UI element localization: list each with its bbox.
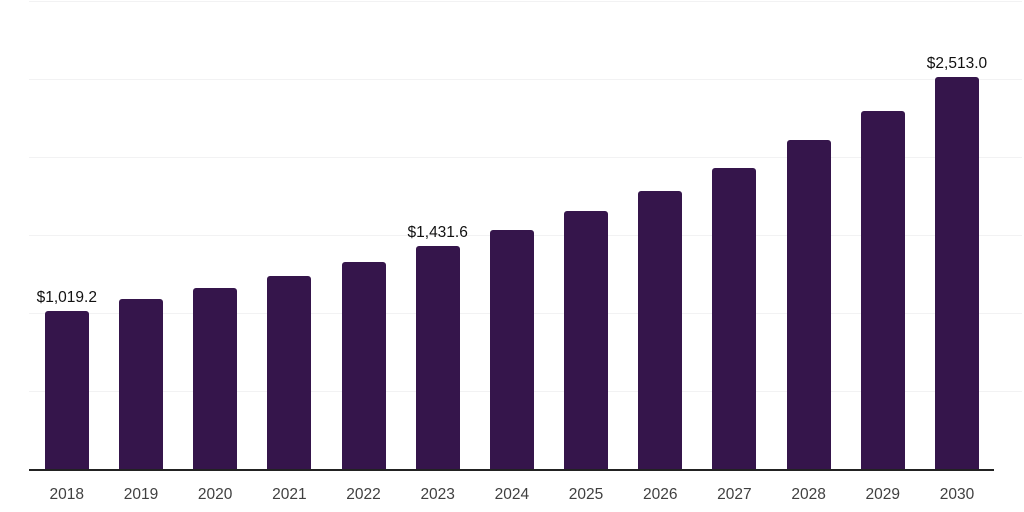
gridline-2000: [29, 157, 1022, 158]
x-tick-label-2022: 2022: [346, 486, 381, 503]
bar-2021: [267, 276, 312, 470]
x-tick-label-2018: 2018: [49, 486, 85, 503]
gridline-3000: [29, 1, 1022, 2]
x-tick-label-2026: 2026: [642, 486, 678, 503]
data-label-2023: $1,431.6: [407, 224, 468, 242]
bar-2030: [934, 77, 979, 470]
bar-2019: [118, 299, 163, 470]
data-label-2018: $1,019.2: [36, 288, 97, 306]
bar-2023: [415, 246, 460, 470]
bar-2020: [193, 287, 238, 470]
x-tick-label-2029: 2029: [865, 486, 900, 503]
bar-2025: [564, 211, 609, 470]
bar-2027: [712, 167, 757, 470]
x-tick-label-2028: 2028: [791, 486, 826, 503]
x-tick-label-2027: 2027: [717, 486, 752, 503]
x-tick-label-2021: 2021: [272, 486, 307, 503]
bar-2028: [786, 140, 831, 470]
bar-2024: [489, 229, 534, 470]
bar-2022: [341, 262, 386, 470]
x-tick-label-2025: 2025: [568, 486, 604, 503]
data-label-2030: $2,513.0: [926, 55, 988, 73]
bar-2026: [638, 190, 683, 470]
x-tick-label-2019: 2019: [123, 486, 159, 503]
bar-2018: [44, 310, 89, 470]
x-tick-label-2030: 2030: [939, 486, 975, 503]
bar-2029: [860, 111, 905, 470]
x-tick-label-2020: 2020: [197, 486, 233, 503]
x-tick-label-2024: 2024: [494, 486, 530, 503]
gridline-2500: [29, 79, 1022, 80]
x-axis-line: [29, 468, 994, 471]
x-tick-label-2023: 2023: [420, 486, 455, 503]
